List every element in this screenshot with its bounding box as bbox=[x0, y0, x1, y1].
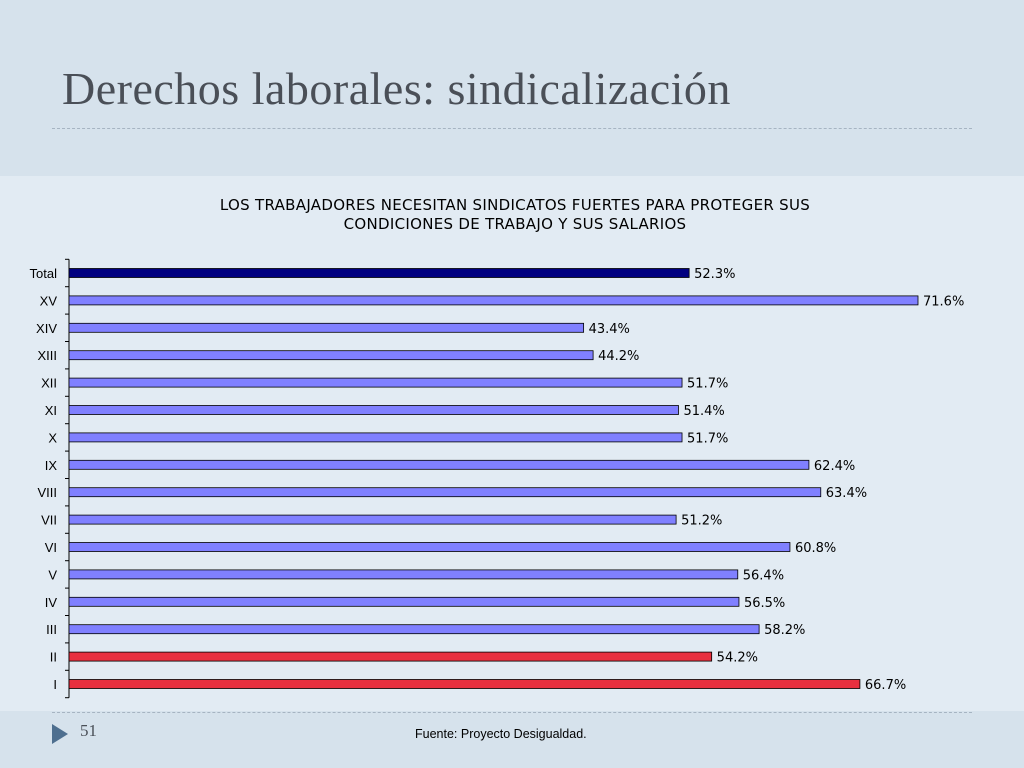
data-label: 51.2% bbox=[681, 514, 722, 529]
bar bbox=[68, 679, 861, 689]
chart-title: LOS TRABAJADORES NECESITAN SINDICATOS FU… bbox=[95, 196, 935, 234]
category-label: VI bbox=[45, 540, 57, 555]
category-label: IX bbox=[45, 458, 58, 473]
bar bbox=[68, 596, 740, 607]
bar bbox=[68, 268, 690, 278]
data-label: 63.4% bbox=[826, 486, 867, 501]
category-label: III bbox=[46, 622, 57, 637]
category-label: I bbox=[53, 677, 57, 692]
data-label: 60.8% bbox=[795, 541, 836, 556]
data-label: 52.3% bbox=[694, 267, 735, 282]
category-label: II bbox=[50, 650, 57, 665]
bar bbox=[68, 295, 919, 306]
category-label: VIII bbox=[37, 485, 57, 500]
bar bbox=[68, 405, 679, 415]
bar bbox=[68, 432, 683, 443]
bar bbox=[68, 624, 760, 635]
category-label: XI bbox=[45, 403, 57, 418]
category-label: VII bbox=[41, 513, 57, 528]
category-label: XII bbox=[41, 376, 57, 391]
data-label: 56.4% bbox=[743, 568, 784, 583]
bar bbox=[68, 651, 713, 662]
data-label: 51.4% bbox=[683, 404, 724, 419]
data-label: 44.2% bbox=[598, 349, 639, 364]
slide-number: 51 bbox=[80, 721, 97, 740]
bar bbox=[68, 569, 739, 580]
bar bbox=[68, 350, 594, 361]
category-label: XIV bbox=[36, 321, 57, 336]
data-label: 43.4% bbox=[589, 322, 630, 337]
bar bbox=[68, 542, 791, 552]
data-label: 58.2% bbox=[764, 623, 805, 638]
category-label: XIII bbox=[37, 348, 57, 363]
category-label: X bbox=[48, 430, 57, 445]
data-label: 56.5% bbox=[744, 596, 785, 611]
bar bbox=[68, 459, 810, 470]
triangle-right-icon bbox=[52, 724, 68, 744]
category-label: V bbox=[48, 567, 57, 582]
category-label: Total bbox=[30, 266, 58, 281]
bar bbox=[68, 377, 683, 388]
category-label: IV bbox=[45, 595, 58, 610]
chart-title-line-1: LOS TRABAJADORES NECESITAN SINDICATOS FU… bbox=[219, 196, 811, 214]
title-divider bbox=[52, 128, 972, 129]
bar bbox=[68, 514, 677, 525]
data-label: 62.4% bbox=[814, 459, 855, 474]
data-label: 54.2% bbox=[717, 651, 758, 666]
data-label: 51.7% bbox=[687, 377, 728, 392]
footer-divider bbox=[52, 712, 972, 713]
source-note: Fuente: Proyecto Desigualdad. bbox=[415, 727, 587, 741]
data-label: 66.7% bbox=[865, 678, 906, 693]
bar bbox=[68, 487, 822, 498]
bar bbox=[68, 322, 585, 333]
page-title: Derechos laborales: sindicalización bbox=[62, 63, 731, 114]
chart-title-line-2: CONDICIONES DE TRABAJO Y SUS SALARIOS bbox=[343, 215, 687, 233]
category-label: XV bbox=[40, 293, 58, 308]
data-label: 51.7% bbox=[687, 431, 728, 446]
chart-panel bbox=[0, 176, 1024, 711]
data-label: 71.6% bbox=[923, 294, 964, 309]
